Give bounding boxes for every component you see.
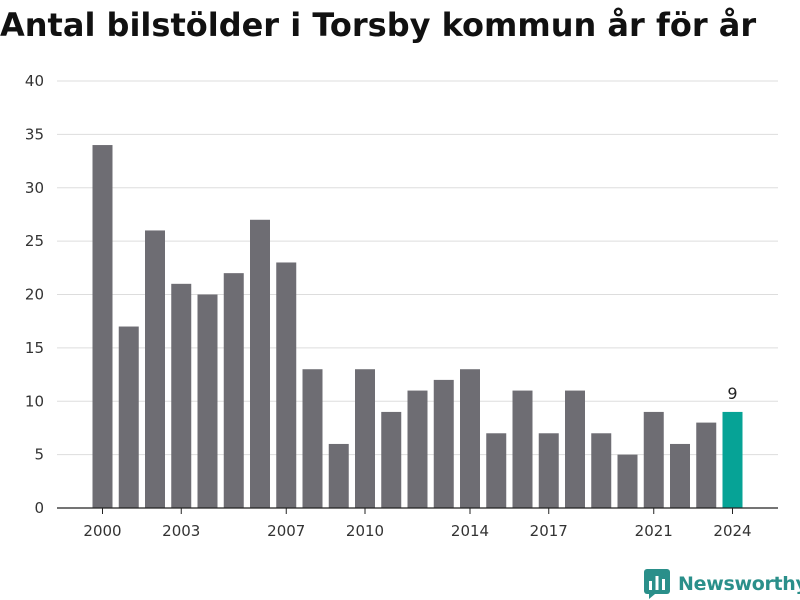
bar-2013: [433, 379, 454, 508]
bar-2005: [223, 273, 244, 508]
bar-2022: [670, 443, 690, 508]
y-tick-label: 10: [25, 392, 44, 410]
bar-2024: [722, 411, 743, 508]
x-tick-label: 2017: [530, 522, 568, 540]
y-tick-label: 15: [25, 339, 44, 357]
bar-2002: [145, 230, 165, 508]
y-tick-label: 0: [34, 499, 44, 517]
x-tick-label: 2021: [635, 522, 673, 540]
newsworthy-chart-logo-icon: [644, 569, 670, 599]
data-labels: 9: [727, 384, 737, 403]
bar-2017: [538, 433, 559, 508]
bar-2012: [407, 390, 428, 508]
bar-2004: [197, 294, 218, 508]
bar-2006: [250, 219, 270, 508]
y-axis-ticks: 0 5 10 15 20 25 30 35 40: [25, 72, 44, 517]
chart-title: Antal bilstölder i Torsby kommun år för …: [0, 6, 757, 44]
bar-2023: [696, 422, 717, 508]
bars: [92, 145, 743, 509]
y-tick-label: 40: [25, 72, 44, 90]
bar-2003: [171, 283, 192, 508]
x-tick-label: 2000: [83, 522, 121, 540]
bar-2008: [302, 369, 323, 508]
newsworthy-logo: Newsworthy: [644, 569, 800, 599]
x-tick-label: 2010: [346, 522, 384, 540]
bar-2010: [355, 369, 375, 508]
bar-2016: [512, 390, 533, 508]
y-tick-label: 35: [25, 125, 44, 143]
y-tick-label: 30: [25, 179, 44, 197]
bar-2020: [617, 454, 638, 508]
bar-2019: [591, 433, 612, 508]
x-tick-label: 2024: [713, 522, 751, 540]
x-tick-label: 2003: [162, 522, 200, 540]
data-label: 9: [727, 384, 737, 403]
bar-2014: [460, 369, 480, 508]
bar-2001: [118, 326, 139, 508]
x-tick-label: 2007: [267, 522, 305, 540]
y-tick-label: 5: [34, 446, 44, 464]
bar-2021: [643, 411, 664, 508]
y-tick-label: 25: [25, 232, 44, 250]
y-tick-label: 20: [25, 286, 44, 304]
bar-2009: [328, 443, 349, 508]
brand-name: Newsworthy: [678, 573, 800, 595]
bar-2011: [381, 411, 402, 508]
bar-2015: [486, 433, 507, 508]
bar-2018: [565, 390, 585, 508]
x-axis-ticks: 2000 2003 2007 2010 2014 2017 2021 2024: [83, 508, 752, 540]
bar-2007: [276, 262, 297, 508]
x-tick-label: 2014: [451, 522, 489, 540]
bar-2000: [92, 145, 113, 509]
